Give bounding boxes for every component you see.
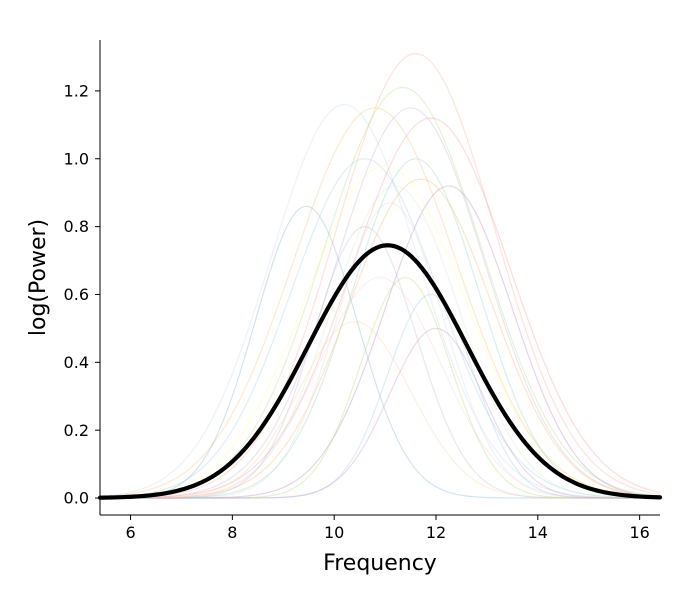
x-tick-label: 16 — [629, 523, 649, 542]
x-tick-label: 6 — [125, 523, 135, 542]
x-axis-label: Frequency — [323, 551, 437, 576]
y-tick-label: 0.6 — [64, 285, 89, 304]
y-tick-label: 1.0 — [64, 149, 89, 168]
power-spectrum-chart: 6 8 10 12 14 16 0.0 0.2 0.4 0.6 0.8 1.0 1.2 Frequency… — [0, 0, 700, 600]
x-tick-label: 14 — [528, 523, 548, 542]
x-tick-label: 10 — [324, 523, 344, 542]
x-tick-label: 12 — [426, 523, 446, 542]
y-axis-label: log(Power) — [26, 219, 51, 336]
y-tick-label: 0.2 — [64, 421, 89, 440]
y-tick-label: 0.0 — [64, 489, 89, 508]
y-tick-label: 1.2 — [64, 81, 89, 100]
y-tick-label: 0.4 — [64, 353, 89, 372]
y-tick-label: 0.8 — [64, 217, 89, 236]
x-tick-label: 8 — [227, 523, 237, 542]
chart-container: 6 8 10 12 14 16 0.0 0.2 0.4 0.6 0.8 1.0 1.2 Frequency… — [0, 0, 700, 600]
